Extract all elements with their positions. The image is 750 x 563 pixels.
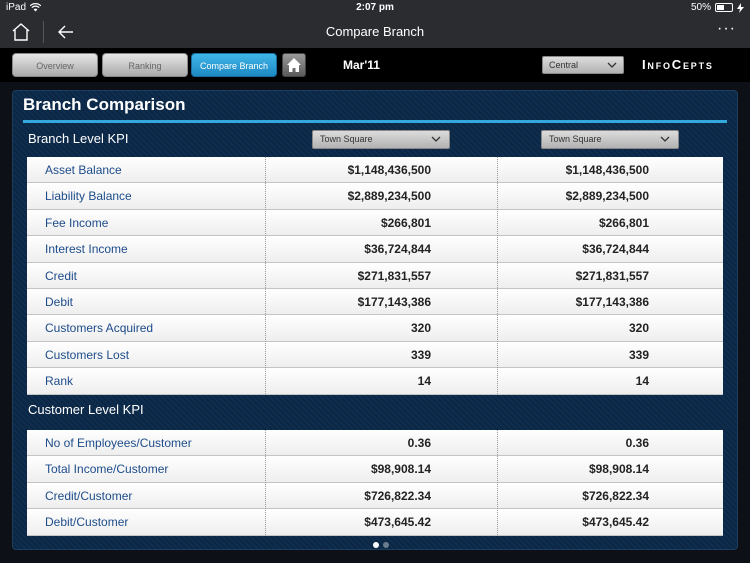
row-label: Debit/Customer	[45, 515, 129, 530]
branch-select-1-value: Town Square	[320, 134, 373, 144]
table-row: Asset Balance $1,148,436,500 $1,148,436,50…	[27, 157, 723, 184]
page-indicator[interactable]	[373, 542, 389, 548]
column-separator	[497, 157, 498, 394]
row-value-branch-1: $473,645.42	[364, 515, 431, 530]
row-value-branch-2: $177,143,386	[575, 294, 649, 309]
nav-divider	[43, 21, 44, 43]
row-value-branch-2: $2,889,234,500	[565, 189, 649, 204]
row-value-branch-2: $271,831,557	[575, 268, 649, 283]
charging-icon	[737, 2, 744, 13]
status-left: iPad	[6, 2, 42, 13]
branch-comparison-panel: Branch Comparison Branch Level KPI Town …	[12, 90, 738, 550]
column-separator	[265, 430, 266, 535]
branch-select-2-value: Town Square	[549, 134, 602, 144]
row-value-branch-1: $98,908.14	[370, 462, 431, 477]
wifi-icon	[30, 3, 42, 12]
row-label: No of Employees/Customer	[45, 436, 192, 450]
table-row: Rank 14 14	[27, 368, 723, 395]
row-value-branch-1: $36,724,844	[364, 242, 431, 257]
column-separator	[497, 430, 498, 535]
period-label: Mar'11	[343, 58, 380, 72]
nav-bar: Compare Branch ···	[0, 16, 750, 48]
status-right: 50%	[691, 2, 744, 13]
table-row: Debit $177,143,386 $177,143,386	[27, 288, 723, 316]
toolbar: Overview Ranking Compare Branch Mar'11 C…	[0, 48, 750, 82]
branch-select-1[interactable]: Town Square	[312, 130, 450, 149]
customer-kpi-table: No of Employees/Customer 0.36 0.36 Total In…	[27, 430, 723, 536]
branch-section-title: Branch Level KPI	[28, 131, 129, 146]
battery-icon	[715, 3, 733, 12]
table-row: Customers Acquired 320 320	[27, 315, 723, 342]
page-dot-active	[373, 542, 379, 548]
home-icon[interactable]	[10, 22, 32, 42]
table-row: Debit/Customer $473,645.42 $473,645.42	[27, 509, 723, 536]
row-value-branch-1: 320	[410, 321, 431, 336]
status-bar: iPad 2:07 pm 50%	[0, 0, 750, 16]
row-value-branch-1: $2,889,234,500	[347, 189, 431, 204]
table-row: Interest Income $36,724,844 $36,724,844	[27, 236, 723, 263]
panel-title: Branch Comparison	[23, 95, 186, 114]
table-row: Liability Balance $2,889,234,500 $2,889,23…	[27, 183, 723, 210]
customer-section-title: Customer Level KPI	[28, 402, 144, 417]
row-label: Rank	[45, 374, 74, 389]
row-value-branch-2: 14	[635, 374, 649, 389]
table-row: Customers Lost 339 339	[27, 341, 723, 369]
table-row: Fee Income $266,801 $266,801	[27, 209, 723, 237]
row-value-branch-1: $271,831,557	[357, 268, 431, 283]
nav-title: Compare Branch	[325, 24, 425, 39]
table-row: No of Employees/Customer 0.36 0.36	[27, 430, 723, 457]
row-value-branch-2: $36,724,844	[582, 242, 649, 257]
row-label: Debit	[45, 294, 74, 309]
row-label: Total Income/Customer	[45, 462, 169, 477]
region-select[interactable]: Central	[542, 56, 624, 74]
row-label: Interest Income	[45, 242, 128, 257]
home-tab-button[interactable]	[282, 53, 306, 77]
tab-overview[interactable]: Overview	[12, 53, 98, 77]
row-value-branch-1: $266,801	[380, 215, 431, 230]
row-value-branch-1: 14	[417, 374, 431, 389]
branch-kpi-table: Asset Balance $1,148,436,500 $1,148,436,50…	[27, 157, 723, 395]
tab-compare-branch[interactable]: Compare Branch	[191, 53, 277, 77]
row-value-branch-2: $726,822.34	[582, 488, 649, 503]
chevron-down-icon	[607, 62, 617, 68]
row-value-branch-2: $98,908.14	[588, 462, 649, 477]
row-value-branch-2: $1,148,436,500	[565, 163, 649, 177]
row-value-branch-2: $266,801	[598, 215, 649, 230]
back-arrow-icon[interactable]	[56, 22, 76, 42]
more-menu-icon[interactable]: ···	[717, 20, 736, 37]
branch-select-2[interactable]: Town Square	[541, 130, 679, 149]
row-value-branch-2: 0.36	[625, 436, 649, 450]
panel-divider	[23, 120, 727, 123]
row-value-branch-1: $177,143,386	[357, 294, 431, 309]
row-value-branch-2: 339	[628, 347, 649, 362]
row-value-branch-1: $726,822.34	[364, 488, 431, 503]
row-label: Asset Balance	[45, 163, 122, 177]
region-select-value: Central	[549, 60, 579, 70]
page-dot	[383, 542, 389, 548]
device-name: iPad	[6, 2, 27, 13]
table-row: Credit/Customer $726,822.34 $726,822.34	[27, 482, 723, 510]
row-value-branch-1: 0.36	[407, 436, 431, 450]
row-label: Customers Lost	[45, 347, 130, 362]
row-label: Fee Income	[45, 215, 109, 230]
house-icon	[287, 58, 301, 72]
table-row: Total Income/Customer $98,908.14 $98,908.1…	[27, 456, 723, 483]
row-value-branch-1: 339	[410, 347, 431, 362]
row-label: Credit	[45, 268, 78, 283]
status-time: 2:07 pm	[356, 2, 394, 13]
chevron-down-icon	[660, 136, 670, 142]
table-row: Credit $271,831,557 $271,831,557	[27, 262, 723, 289]
battery-percent: 50%	[690, 2, 711, 13]
tab-ranking[interactable]: Ranking	[102, 53, 188, 77]
row-label: Liability Balance	[45, 189, 132, 204]
row-value-branch-2: 320	[628, 321, 649, 336]
brand-logo: InfoCepts	[642, 57, 714, 72]
column-separator	[265, 157, 266, 394]
row-label: Customers Acquired	[45, 321, 154, 336]
chevron-down-icon	[431, 136, 441, 142]
row-value-branch-2: $473,645.42	[582, 515, 649, 530]
row-value-branch-1: $1,148,436,500	[347, 163, 431, 177]
row-label: Credit/Customer	[45, 488, 133, 503]
